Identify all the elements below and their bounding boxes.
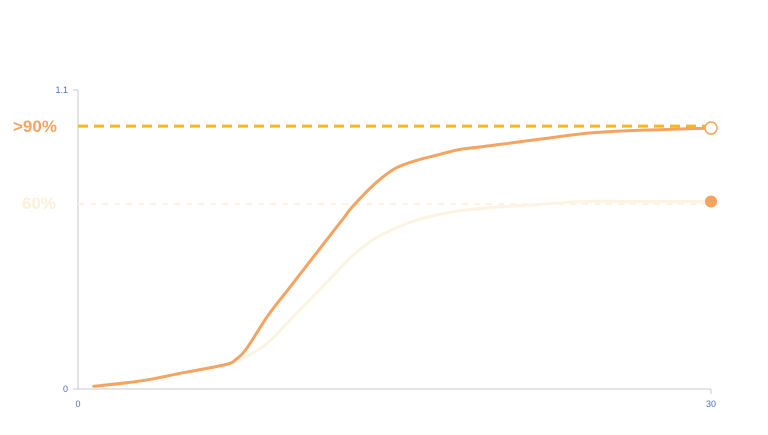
y-tick-bottom: 0 (63, 384, 68, 394)
x-tick-end: 30 (706, 399, 716, 409)
series-end-marker-1 (704, 121, 718, 135)
series-line-1 (92, 126, 713, 388)
ref-label-90: >90% (13, 117, 57, 136)
y-tick-top: 1.1 (55, 85, 68, 95)
ref-label-60: 60% (22, 194, 56, 213)
series-line-2 (92, 199, 713, 388)
series-end-marker-2 (705, 195, 717, 208)
x-tick-start: 0 (75, 399, 80, 409)
